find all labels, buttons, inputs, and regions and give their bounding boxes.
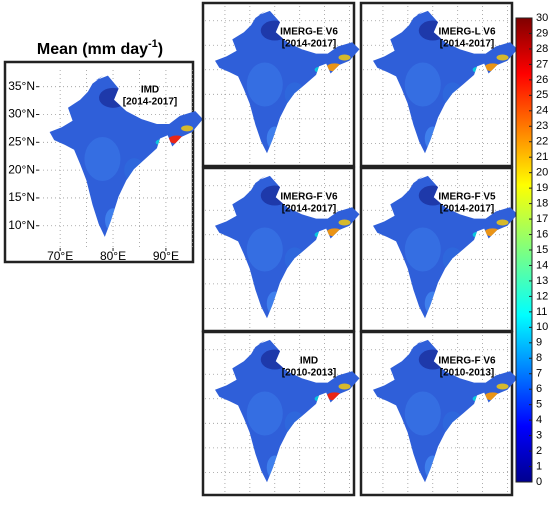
colorbar-tick-label: 30	[536, 12, 548, 24]
panel-label: IMERG-F V6	[438, 356, 496, 367]
lat-tick-label: 20°N	[8, 162, 35, 176]
colorbar-tick-label: 14	[536, 259, 548, 271]
colorbar-tick-label: 10	[536, 321, 548, 333]
colorbar-tick-label: 8	[536, 352, 542, 364]
lon-tick-label: 90°E	[153, 249, 179, 263]
panel-label: IMERG-F V5	[438, 192, 496, 203]
india-map	[215, 339, 360, 483]
india-map	[215, 10, 360, 154]
panel-label: IMERG-F V6	[280, 192, 338, 203]
india-map	[373, 10, 518, 154]
lon-tick-label: 70°E	[47, 249, 73, 263]
lat-tick-label: 10°N	[8, 218, 35, 232]
colorbar-tick-label: 23	[536, 120, 548, 132]
rain-spot	[181, 125, 194, 132]
colorbar-tick-label: 28	[536, 43, 548, 55]
lat-tick-label: 25°N	[8, 134, 35, 148]
colorbar-tick-label: 6	[536, 383, 542, 395]
colorbar-tick-label: 7	[536, 368, 542, 380]
figure-title: Mean (mm day-1)	[37, 38, 163, 58]
lon-tick-label: 80°E	[100, 249, 126, 263]
rain-spot	[404, 62, 441, 107]
colorbar-tick-label: 19	[536, 182, 548, 194]
lat-tick-label: 15°N	[8, 190, 35, 204]
rain-spot	[338, 383, 351, 390]
lat-tick-label: 30°N	[8, 107, 35, 121]
colorbar-tick-label: 24	[536, 105, 548, 117]
colorbar-tick-label: 26	[536, 74, 548, 86]
colorbar-tick-label: 29	[536, 27, 548, 39]
colorbar-tick-label: 18	[536, 198, 548, 210]
rain-spot	[338, 54, 351, 61]
colorbar-tick-label: 12	[536, 290, 548, 302]
colorbar-tick-label: 17	[536, 213, 548, 225]
colorbar-tick-label: 27	[536, 58, 548, 70]
panel-period: [2014-2017]	[440, 204, 494, 215]
rain-spot	[246, 227, 283, 272]
colorbar-tick-label: 3	[536, 430, 542, 442]
rain-spot	[496, 383, 509, 390]
rain-spot	[496, 219, 509, 226]
lat-tick-label: 35°N	[8, 79, 35, 93]
panel-label: IMD	[141, 85, 159, 96]
rain-spot	[404, 391, 441, 436]
india-map	[373, 339, 518, 483]
panel-label: IMERG-E V6	[280, 27, 338, 38]
colorbar-tick-label: 2	[536, 445, 542, 457]
colorbar-tick-label: 21	[536, 151, 548, 163]
india-map	[215, 175, 360, 319]
panel-period: [2010-2013]	[282, 368, 336, 379]
panel-label: IMERG-L V6	[438, 27, 495, 38]
panel-period: [2010-2013]	[440, 368, 494, 379]
colorbar-tick-label: 9	[536, 337, 542, 349]
panel-period: [2014-2017]	[282, 204, 336, 215]
india-map	[49, 75, 203, 237]
colorbar-tick-label: 5	[536, 399, 542, 411]
panel-period: [2014-2017]	[123, 97, 177, 108]
colorbar-tick-label: 0	[536, 476, 542, 488]
colorbar-tick-label: 22	[536, 136, 548, 148]
rain-spot	[496, 54, 509, 61]
colorbar-tick-label: 13	[536, 275, 548, 287]
panel-period: [2014-2017]	[282, 39, 336, 50]
panel-period: [2014-2017]	[440, 39, 494, 50]
colorbar-tick-label: 1	[536, 460, 542, 472]
rain-spot	[246, 62, 283, 107]
rain-spot	[404, 227, 441, 272]
panel-label: IMD	[300, 356, 318, 367]
colorbar-tick-label: 16	[536, 228, 548, 240]
colorbar-tick-label: 4	[536, 414, 542, 426]
rain-spot	[84, 137, 121, 181]
rain-spot	[246, 391, 283, 436]
colorbar-tick-label: 20	[536, 167, 548, 179]
colorbar-tick-label: 15	[536, 244, 548, 256]
colorbar-tick-label: 25	[536, 89, 548, 101]
rain-spot	[338, 219, 351, 226]
colorbar-tick-label: 11	[536, 306, 547, 318]
india-map	[373, 175, 518, 319]
